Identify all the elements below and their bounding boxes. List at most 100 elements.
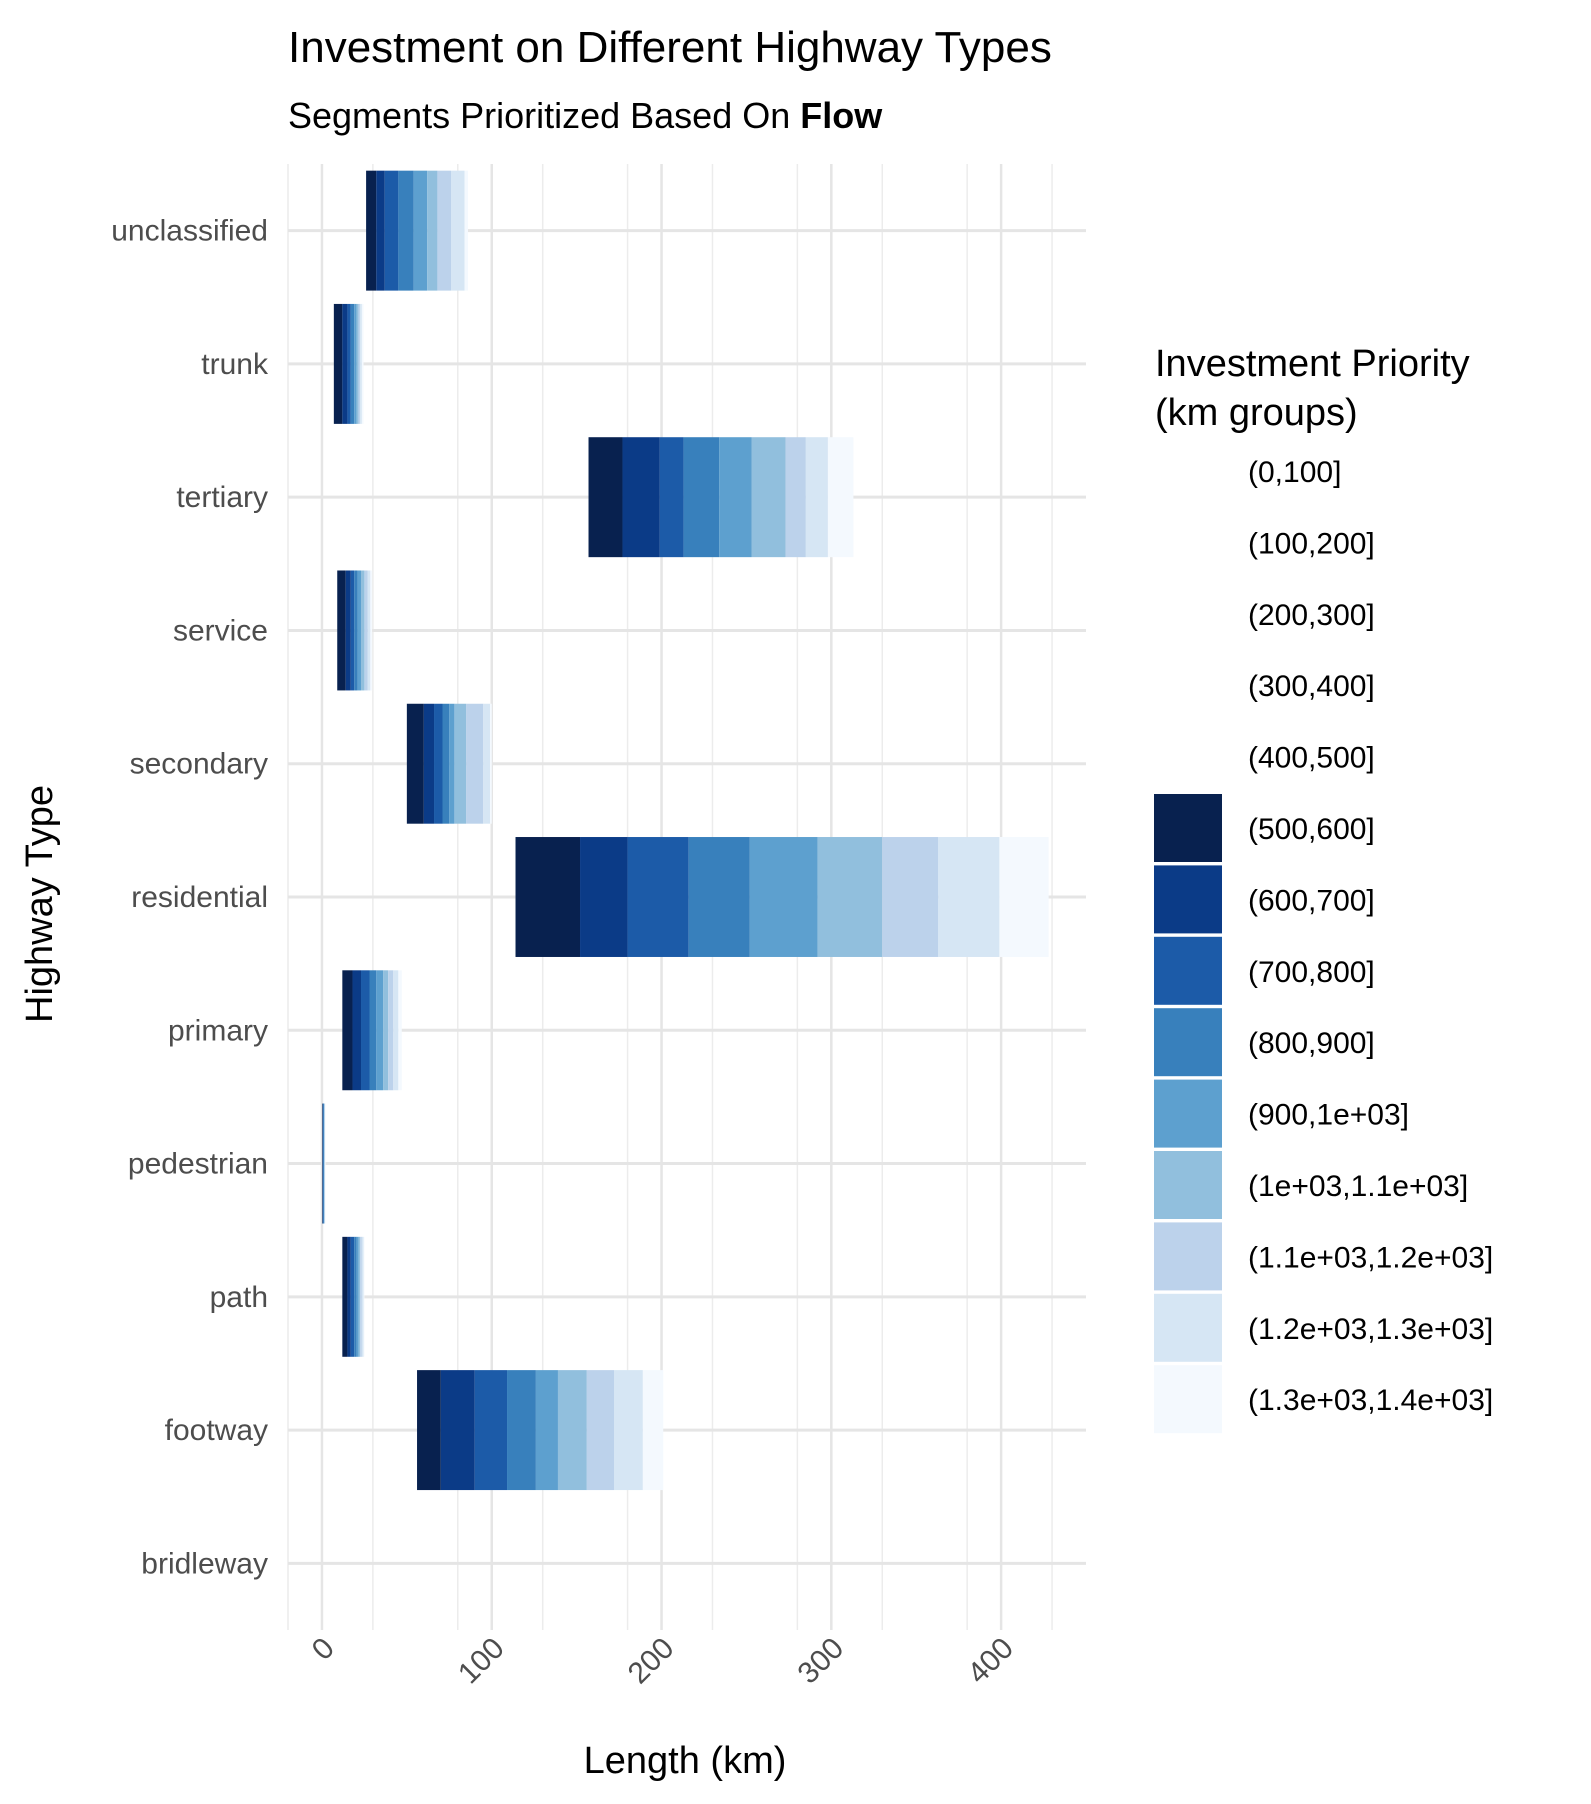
x-axis-label: Length (km) [584,1740,787,1782]
bar-segment-secondary-4 [442,703,450,824]
legend-swatch-2 [1154,508,1222,577]
bar-segment-pedestrian-6 [323,1103,325,1224]
bar-segment-trunk-8 [360,303,362,424]
legend-label-3: (200,300] [1248,599,1375,632]
bar-segment-residential-1 [515,837,581,957]
bar-segment-footway-9 [642,1370,664,1491]
y-tick-label-trunk: trunk [201,348,269,381]
x-tick-label-200: 200 [622,1632,681,1691]
legend-swatch-7 [1154,865,1222,934]
bar-segment-secondary-9 [490,703,492,824]
legend-swatch-3 [1154,579,1222,648]
bar-segment-secondary-1 [406,703,424,824]
bar-segment-pedestrian-1 [322,1103,323,1224]
bars [322,170,1049,1491]
legend-label-14: (1.3e+03,1.4e+03] [1248,1384,1493,1417]
bar-segment-unclassified-5 [413,170,428,291]
y-tick-labels: bridleway footway path pedestrian primary res… [111,215,269,1581]
legend-swatch-5 [1154,722,1222,791]
bar-segment-path-6 [358,1236,361,1357]
bar-segment-tertiary-3 [659,437,684,558]
x-tick-labels: 0 100 200 300 400 [306,1632,1020,1691]
legend-swatch-6 [1154,794,1222,862]
legend-label-7: (600,700] [1248,884,1375,917]
bar-segment-path-8 [361,1236,364,1357]
y-tick-label-bridleway: bridleway [141,1547,268,1580]
legend-label-6: (500,600] [1248,813,1375,846]
y-tick-label-pedestrian: pedestrian [128,1148,268,1181]
bar-segment-pedestrian-7 [324,1103,325,1224]
bar-segment-secondary-6 [454,703,467,824]
chart-subtitle-prefix: Segments Prioritized Based On [288,95,800,136]
y-tick-label-unclassified: unclassified [111,215,268,248]
bar-segment-path-9 [363,1236,365,1357]
bar-segment-trunk-1 [333,303,343,424]
bar-segment-secondary-5 [449,703,455,824]
bar-segment-footway-8 [613,1370,643,1491]
legend-swatch-10 [1154,1079,1222,1148]
bar-segment-path-1 [342,1236,348,1357]
legend-label-13: (1.2e+03,1.3e+03] [1248,1313,1493,1346]
bar-segment-pedestrian-5 [323,1103,325,1224]
legend-label-4: (300,400] [1248,670,1375,703]
bar-segment-primary-5 [376,970,384,1091]
bar-segment-trunk-2 [342,303,348,424]
y-axis-label: Highway Type [19,785,61,1023]
bar-segment-footway-4 [507,1370,536,1491]
bar-segment-secondary-7 [466,703,484,824]
y-tick-label-footway: footway [165,1414,268,1447]
bar-segment-residential-6 [817,837,883,957]
bar-segment-service-3 [350,570,355,691]
bar-segment-tertiary-9 [827,437,854,558]
bar-segment-residential-4 [688,837,750,957]
bar-segment-trunk-4 [350,303,355,424]
bar-segment-pedestrian-4 [323,1103,324,1224]
bar-segment-residential-7 [882,837,939,957]
legend: Investment Priority (km groups) (0,100](… [1154,343,1493,1434]
legend-label-10: (900,1e+03] [1248,1099,1409,1132]
bar-segment-primary-6 [383,970,389,1091]
bar-segment-service-1 [337,570,346,691]
bar-segment-tertiary-7 [785,437,806,558]
legend-label-11: (1e+03,1.1e+03] [1248,1170,1468,1203]
legend-swatch-9 [1154,1008,1222,1077]
bar-segment-residential-3 [627,837,689,957]
bar-segment-footway-7 [586,1370,614,1491]
bar-segment-secondary-3 [434,703,443,824]
bar-segment-footway-5 [535,1370,558,1491]
bar-segment-secondary-2 [423,703,435,824]
bar-segment-footway-3 [474,1370,508,1491]
legend-label-5: (400,500] [1248,742,1375,775]
bar-segment-trunk-5 [354,303,357,424]
x-tick-label-0: 0 [306,1632,341,1667]
legend-label-12: (1.1e+03,1.2e+03] [1248,1241,1493,1274]
bar-segment-service-7 [364,570,368,691]
legend-swatch-1 [1154,437,1222,505]
bar-segment-footway-1 [417,1370,441,1491]
x-tick-label-400: 400 [961,1632,1020,1691]
bar-segment-service-9 [370,570,373,691]
bar-segment-path-4 [354,1236,357,1357]
bar-segment-unclassified-2 [376,170,385,291]
y-tick-label-secondary: secondary [130,748,268,781]
legend-label-9: (800,900] [1248,1027,1375,1060]
bar-segment-tertiary-6 [751,437,786,558]
bar-segment-service-2 [345,570,351,691]
y-tick-label-primary: primary [168,1014,268,1047]
bar-segment-path-3 [350,1236,355,1357]
bar-segment-tertiary-5 [719,437,752,558]
chart-subtitle: Segments Prioritized Based On Flow [288,95,883,136]
bar-segment-service-6 [361,570,365,691]
y-tick-label-residential: residential [131,881,268,914]
bar-segment-residential-5 [749,837,818,957]
legend-swatch-12 [1154,1222,1222,1291]
bar-segment-primary-3 [361,970,370,1091]
bar-segment-primary-4 [369,970,377,1091]
legend-swatch-4 [1154,651,1222,720]
bar-segment-residential-8 [938,837,1000,957]
bar-segment-tertiary-8 [805,437,828,558]
chart-subtitle-bold: Flow [800,95,883,136]
legend-title-line1: Investment Priority [1155,343,1470,385]
bar-segment-path-5 [356,1236,359,1357]
bar-segment-footway-2 [440,1370,475,1491]
